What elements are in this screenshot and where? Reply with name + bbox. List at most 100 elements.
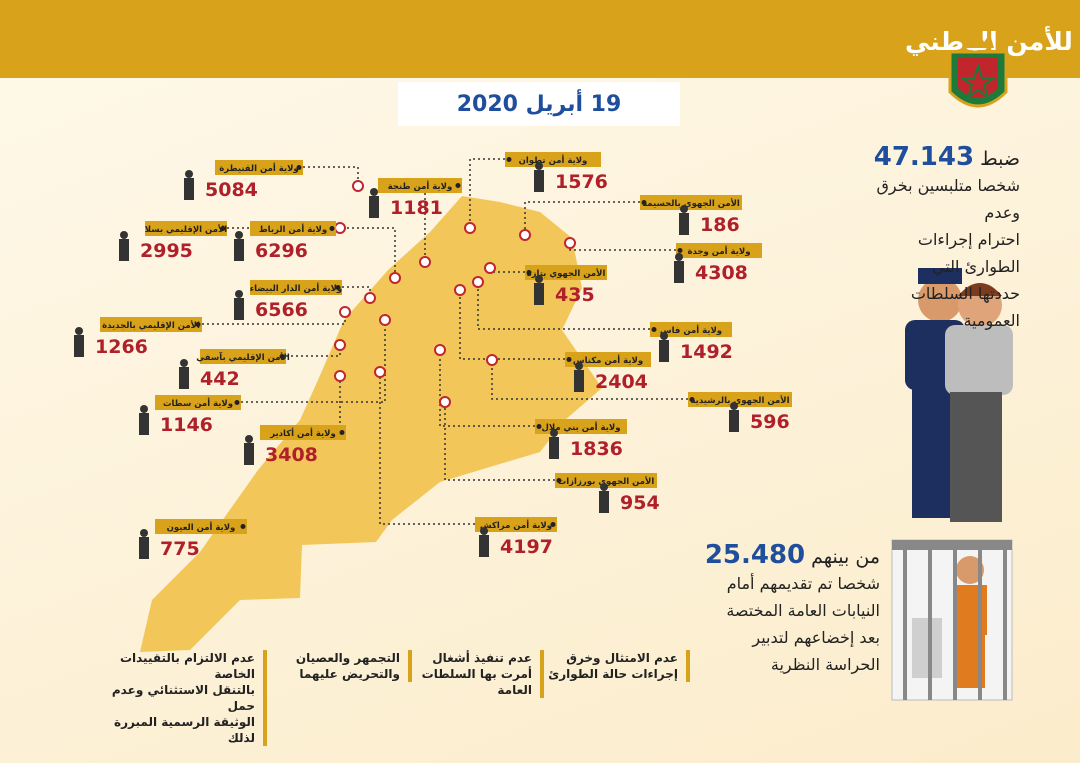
header-banner <box>0 0 1080 78</box>
region-value: 1181 <box>390 197 443 219</box>
officer-body <box>534 283 544 305</box>
officer-head <box>535 275 543 283</box>
label-dot <box>279 354 285 359</box>
region-value: 596 <box>750 411 790 433</box>
region-name: ولاية أمن مراكش <box>480 519 552 531</box>
region-label-box <box>200 349 286 364</box>
officer-body <box>234 298 244 320</box>
offense-line: أمرت بها السلطات <box>421 667 532 681</box>
pin <box>339 306 351 318</box>
label-dot <box>220 226 226 231</box>
leader-line <box>469 158 505 228</box>
officer-body <box>679 213 689 235</box>
label-dot <box>455 183 461 188</box>
officer-head <box>535 162 543 170</box>
offense-line: العامة <box>497 683 532 697</box>
pin <box>439 396 451 408</box>
offense-line: بالتنقل الاستثنائي وعدم حمل <box>111 683 255 713</box>
police-illustration <box>905 268 1013 522</box>
region-value: 4197 <box>500 536 553 558</box>
officer-head <box>185 170 193 178</box>
date: 19 أبريل 2020 <box>457 88 622 117</box>
region-label-box <box>505 152 601 167</box>
pin <box>379 314 391 326</box>
region-value: 775 <box>160 538 200 560</box>
pin <box>352 180 364 192</box>
leader-line <box>444 402 555 481</box>
pin <box>486 354 498 366</box>
region-name: الأمن الجهوي بتازة <box>527 268 606 279</box>
offense-line: التجمهر والعصيان <box>295 651 400 665</box>
officer-head <box>140 529 148 537</box>
leader-line <box>303 166 359 186</box>
pin <box>374 366 386 378</box>
officer-body <box>369 196 379 218</box>
label-dot <box>536 424 542 429</box>
leader-line <box>439 350 535 427</box>
pin <box>389 272 401 284</box>
region-name: الأمن الإقليمي بسلا <box>145 224 228 235</box>
region-name: الأمن الجهوي بورزازات <box>558 476 655 487</box>
stat-line: النيابات العامة المختصة <box>726 601 880 620</box>
region-value: 954 <box>620 492 660 514</box>
stat-number: 47.143 <box>873 142 975 172</box>
region-value: 1576 <box>555 171 608 193</box>
label-dot <box>651 327 657 332</box>
label-dot <box>641 200 647 205</box>
officer-head <box>235 290 243 298</box>
pin <box>454 284 466 296</box>
label-dot <box>296 165 302 170</box>
label-dot <box>240 524 246 529</box>
jail-illustration <box>891 539 1013 701</box>
region-name: ولاية أمن فاس <box>660 324 722 336</box>
region-name: ولاية أمن سطات <box>163 397 233 409</box>
pin <box>472 276 484 288</box>
pin <box>364 292 376 304</box>
label-dot <box>677 248 683 253</box>
region-label-box <box>555 473 657 488</box>
officer-head <box>600 483 608 491</box>
region-label-box <box>535 419 627 434</box>
region-name: الأمن الإقليمي بالجديدة <box>102 320 200 331</box>
region-value: 1146 <box>160 414 213 436</box>
label-dot <box>526 270 532 275</box>
region-label-box <box>145 221 227 236</box>
region-name: ولاية أمن القنيطرة <box>219 162 298 174</box>
region-value: 2995 <box>140 240 193 262</box>
stat-line: الحراسة النظرية <box>770 655 880 674</box>
offense-line: عدم الالتزام بالتقييدات الخاصة <box>119 651 255 681</box>
offense-line: إجراءات حالة الطوارئ <box>548 667 678 681</box>
stat-number: 25.480 <box>704 540 806 570</box>
officer-body <box>244 443 254 465</box>
crest <box>948 30 1008 108</box>
region-label-box <box>100 317 202 332</box>
region-label-box <box>676 243 762 258</box>
officer-body <box>184 178 194 200</box>
officer-head <box>680 205 688 213</box>
region-label-box <box>475 517 557 532</box>
offense-item: عدم الامتثال وخرق إجراءات حالة الطوارئ <box>548 650 690 682</box>
label-dot <box>550 522 556 527</box>
pin <box>464 222 476 234</box>
region-label-box <box>525 265 607 280</box>
region-label-box <box>155 395 241 410</box>
officer-body <box>179 367 189 389</box>
label-dot <box>335 285 341 290</box>
label-dot <box>329 226 335 231</box>
officer-body <box>139 537 149 559</box>
label-dot <box>689 397 695 402</box>
region-value: 2404 <box>595 371 648 393</box>
officer-body <box>659 340 669 362</box>
officer-head <box>575 362 583 370</box>
offense-line: الوثيقة الرسمية المبررة لذلك <box>114 715 255 745</box>
leader-line <box>569 243 676 251</box>
pin <box>564 237 576 249</box>
region-label-box <box>650 322 732 337</box>
officer-head <box>480 527 488 535</box>
label-dot <box>234 400 240 405</box>
stat-line: حددتها السلطات العمومية <box>910 284 1020 330</box>
officer-head <box>550 429 558 437</box>
pin <box>519 229 531 241</box>
stat-prefix: ضبط <box>980 148 1020 170</box>
